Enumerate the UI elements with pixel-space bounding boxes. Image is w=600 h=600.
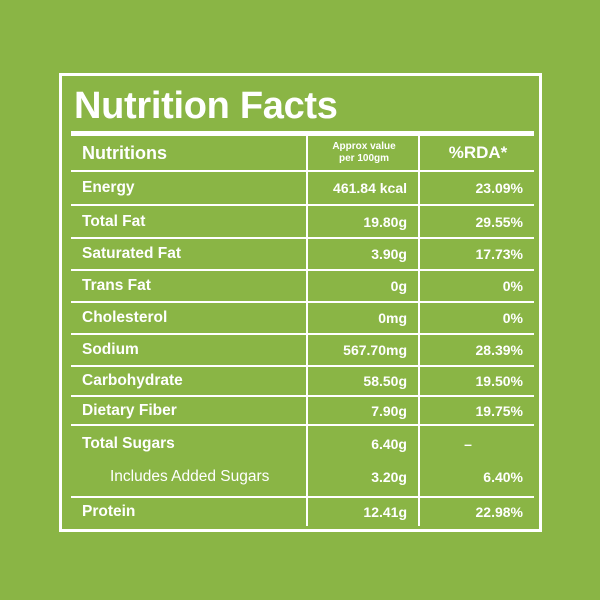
row-rda-total-fat: 29.55% — [475, 213, 523, 230]
header-approx-value: Approx value per 100gm — [310, 138, 418, 168]
nutrition-facts-title: Nutrition Facts — [74, 85, 338, 127]
row-rda-saturated-fat: 17.73% — [475, 246, 523, 262]
row-rda-dietary-fiber: 19.75% — [475, 402, 523, 419]
row-name-saturated-fat: Saturated Fat — [82, 245, 182, 262]
row-divider — [71, 170, 534, 172]
header-rda: %RDA* — [448, 143, 508, 162]
row-name-trans-fat: Trans Fat — [82, 277, 151, 294]
row-divider — [71, 395, 534, 397]
column-divider-value — [306, 136, 308, 526]
row-rda-carbohydrate: 19.50% — [475, 373, 523, 389]
header-approx-value-line1: Approx value — [332, 141, 396, 152]
row-name-energy: Energy — [82, 179, 135, 196]
row-value-total-sugars: 6.40g — [371, 436, 407, 452]
row-value-protein: 12.41g — [363, 504, 407, 520]
row-name-total-fat: Total Fat — [82, 212, 146, 230]
row-name-carbohydrate: Carbohydrate — [82, 372, 183, 389]
row-rda-cholesterol: 0% — [502, 310, 523, 326]
row-divider — [71, 237, 534, 239]
header-nutritions: Nutritions — [82, 142, 167, 163]
row-divider — [71, 365, 534, 367]
row-divider — [71, 204, 534, 206]
row-rda-energy: 23.09% — [475, 180, 523, 196]
column-divider-rda — [418, 136, 420, 526]
row-name-added-sugars: Includes Added Sugars — [110, 468, 270, 485]
row-name-sodium: Sodium — [82, 341, 139, 358]
row-value-total-fat: 19.80g — [363, 213, 407, 230]
row-divider — [71, 496, 534, 498]
row-name-total-sugars: Total Sugars — [82, 435, 175, 452]
row-value-dietary-fiber: 7.90g — [371, 402, 407, 419]
row-value-energy: 461.84 kcal — [333, 180, 407, 196]
row-divider — [71, 333, 534, 335]
row-divider — [71, 424, 534, 426]
row-divider — [71, 269, 534, 271]
row-value-trans-fat: 0g — [390, 278, 407, 294]
row-rda-added-sugars: 6.40% — [483, 469, 523, 485]
row-value-added-sugars: 3.20g — [371, 469, 407, 485]
nutrition-facts-panel: Nutrition Facts Nutritions Approx value … — [59, 73, 542, 532]
row-rda-total-sugars: – — [464, 436, 472, 452]
row-name-cholesterol: Cholesterol — [82, 309, 168, 326]
row-value-carbohydrate: 58.50g — [363, 373, 407, 389]
header-approx-value-line2: per 100gm — [338, 153, 390, 164]
row-rda-protein: 22.98% — [475, 504, 523, 520]
row-value-saturated-fat: 3.90g — [371, 246, 407, 262]
row-name-dietary-fiber: Dietary Fiber — [82, 401, 177, 419]
row-name-protein: Protein — [82, 503, 136, 520]
row-rda-sodium: 28.39% — [475, 342, 523, 358]
title-divider — [71, 131, 534, 136]
row-rda-trans-fat: 0% — [502, 278, 523, 294]
row-divider — [71, 301, 534, 303]
row-value-cholesterol: 0mg — [378, 310, 407, 326]
row-value-sodium: 567.70mg — [343, 342, 407, 358]
